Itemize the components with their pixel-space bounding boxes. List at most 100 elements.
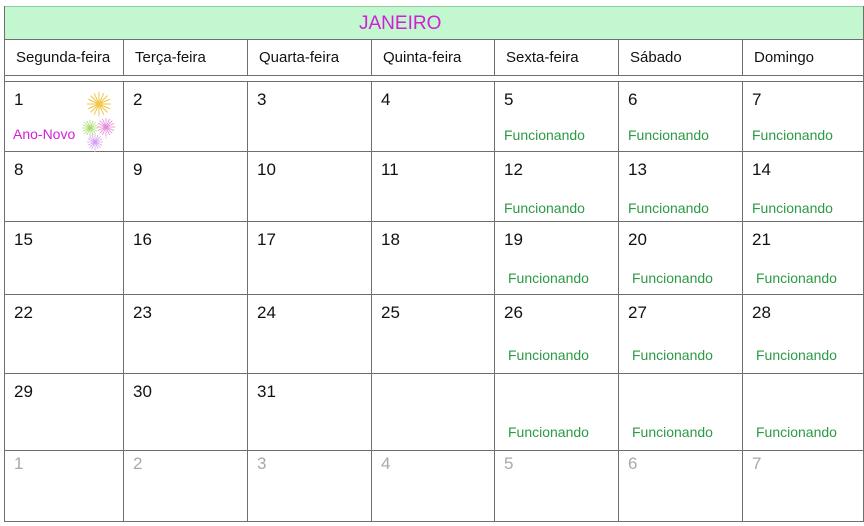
day-number: 1	[14, 90, 24, 109]
day-number: 21	[752, 230, 771, 249]
status-note: Funcionando	[756, 270, 837, 286]
day-cell[interactable]: 6 Funcionando	[619, 82, 743, 151]
day-cell[interactable]: 27 Funcionando	[619, 295, 743, 373]
day-number: 28	[752, 303, 771, 322]
day-number: 7	[752, 90, 762, 109]
calendar-week: 29 30 31 Funcionando Funcionando Funcionando	[5, 374, 863, 451]
day-cell[interactable]: 25	[372, 295, 495, 373]
day-number: 12	[504, 160, 523, 179]
day-cell[interactable]: 28 Funcionando	[743, 295, 861, 373]
status-note: Funcionando	[632, 347, 713, 363]
day-cell-next-month[interactable]: 6	[619, 451, 743, 521]
weekday-label: Segunda-feira	[5, 40, 124, 75]
day-cell[interactable]: 19 Funcionando	[495, 222, 619, 294]
day-number: 25	[381, 303, 400, 322]
day-number: 24	[257, 303, 276, 322]
day-cell[interactable]: 14 Funcionando	[743, 152, 861, 221]
day-cell[interactable]: 21 Funcionando	[743, 222, 861, 294]
status-note: Funcionando	[752, 200, 833, 216]
day-cell[interactable]: 1 Ano-Novo	[5, 82, 124, 152]
day-cell[interactable]: 20 Funcionando	[619, 222, 743, 294]
day-number: 30	[133, 382, 152, 401]
weekday-label: Sexta-feira	[495, 40, 619, 75]
status-note: Funcionando	[504, 200, 585, 216]
day-cell[interactable]: 7 Funcionando	[743, 82, 861, 151]
calendar: JANEIRO Segunda-feira Terça-feira Quarta…	[4, 6, 864, 522]
day-cell[interactable]: 12 Funcionando	[495, 152, 619, 221]
calendar-grid: 1 Ano-Novo 2 3 4 5 Funcionando 6 Funcionando 7 Fun…	[5, 82, 863, 522]
status-note: Funcionando	[632, 424, 713, 440]
day-number: 7	[752, 454, 762, 473]
day-number: 9	[133, 160, 143, 179]
day-cell[interactable]: 29	[5, 374, 124, 450]
day-cell-next-month[interactable]: 4	[372, 451, 495, 521]
status-note: Funcionando	[508, 347, 589, 363]
day-cell[interactable]: 26 Funcionando	[495, 295, 619, 373]
day-number: 1	[14, 454, 24, 473]
holiday-label: Ano-Novo	[13, 126, 76, 142]
day-cell[interactable]: 16	[124, 222, 248, 294]
status-note: Funcionando	[756, 424, 837, 440]
day-number: 22	[14, 303, 33, 322]
calendar-week: 1 2 3 4 5 6 7	[5, 451, 863, 522]
day-number: 31	[257, 382, 276, 401]
day-cell-next-month[interactable]: 3	[248, 451, 372, 521]
status-note: Funcionando	[504, 127, 585, 143]
calendar-week: 1 Ano-Novo 2 3 4 5 Funcionando 6 Funcionando 7 Fun…	[5, 82, 863, 152]
status-note: Funcionando	[628, 200, 709, 216]
day-cell[interactable]: 23	[124, 295, 248, 373]
day-cell[interactable]: Funcionando	[495, 374, 619, 450]
calendar-week: 8 9 10 11 12 Funcionando 13 Funcionando 14 Funcio…	[5, 152, 863, 222]
day-cell-next-month[interactable]: 7	[743, 451, 861, 521]
weekday-header: Segunda-feira Terça-feira Quarta-feira Q…	[5, 39, 863, 76]
day-cell[interactable]: 31	[248, 374, 372, 450]
fireworks-icon	[81, 91, 116, 152]
day-number: 3	[257, 454, 267, 473]
day-cell[interactable]: 4	[372, 82, 495, 151]
day-number: 5	[504, 454, 514, 473]
weekday-label: Quarta-feira	[248, 40, 372, 75]
day-cell[interactable]: 15	[5, 222, 124, 294]
day-number: 10	[257, 160, 276, 179]
day-cell[interactable]: 17	[248, 222, 372, 294]
day-number: 15	[14, 230, 33, 249]
status-note: Funcionando	[508, 424, 589, 440]
day-cell[interactable]: 18	[372, 222, 495, 294]
weekday-label: Quinta-feira	[372, 40, 495, 75]
day-cell-next-month[interactable]: 1	[5, 451, 124, 521]
month-title: JANEIRO	[5, 6, 863, 39]
day-cell[interactable]: 3	[248, 82, 372, 151]
day-number: 11	[381, 160, 399, 179]
day-cell[interactable]: 22	[5, 295, 124, 373]
day-number: 6	[628, 454, 638, 473]
day-number: 18	[381, 230, 400, 249]
day-number: 14	[752, 160, 771, 179]
day-cell[interactable]: Funcionando	[619, 374, 743, 450]
day-number: 17	[257, 230, 276, 249]
day-number: 2	[133, 90, 143, 109]
day-number: 2	[133, 454, 143, 473]
day-cell[interactable]: 9	[124, 152, 248, 221]
day-cell[interactable]: 5 Funcionando	[495, 82, 619, 151]
status-note: Funcionando	[628, 127, 709, 143]
day-cell-next-month[interactable]: 5	[495, 451, 619, 521]
status-note: Funcionando	[756, 347, 837, 363]
day-cell[interactable]: 2	[124, 82, 248, 151]
day-number: 23	[133, 303, 152, 322]
day-number: 4	[381, 454, 391, 473]
day-number: 26	[504, 303, 523, 322]
day-cell[interactable]: 10	[248, 152, 372, 221]
status-note: Funcionando	[752, 127, 833, 143]
day-cell[interactable]	[372, 374, 495, 450]
day-cell[interactable]: 11	[372, 152, 495, 221]
day-cell[interactable]: 13 Funcionando	[619, 152, 743, 221]
day-number: 13	[628, 160, 647, 179]
day-cell[interactable]: 8	[5, 152, 124, 221]
day-number: 8	[14, 160, 24, 179]
day-cell-next-month[interactable]: 2	[124, 451, 248, 521]
day-cell[interactable]: 30	[124, 374, 248, 450]
day-cell[interactable]: Funcionando	[743, 374, 861, 450]
day-cell[interactable]: 24	[248, 295, 372, 373]
day-number: 29	[14, 382, 33, 401]
calendar-week: 22 23 24 25 26 Funcionando 27 Funcionando 28 Func…	[5, 295, 863, 374]
